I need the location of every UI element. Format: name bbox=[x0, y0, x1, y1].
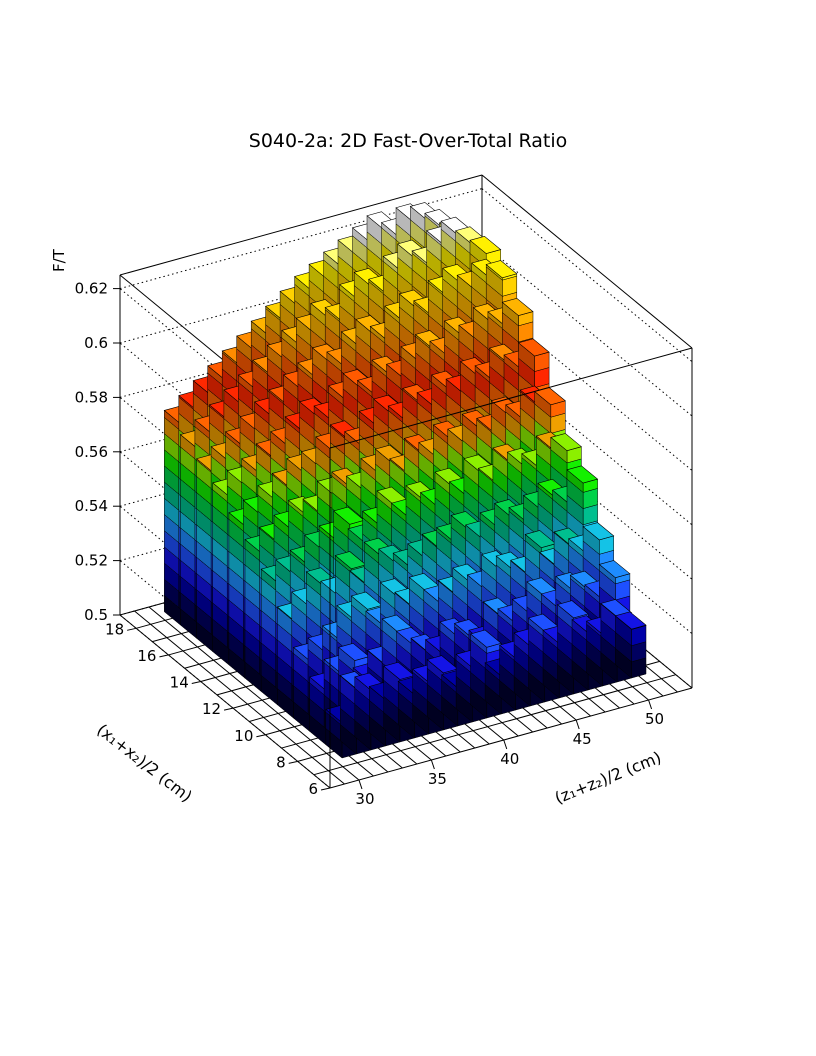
floor-gridline bbox=[329, 687, 693, 789]
floor-gridline bbox=[313, 674, 676, 776]
floor-gridline bbox=[134, 610, 345, 785]
floor-gridline bbox=[119, 614, 331, 789]
frame-edge bbox=[481, 174, 693, 349]
bar-top-face bbox=[501, 297, 534, 316]
z-gridline bbox=[481, 188, 693, 362]
bar-top-face bbox=[485, 260, 518, 279]
frame-edge bbox=[119, 174, 483, 276]
z-gridline bbox=[481, 242, 693, 417]
bars bbox=[163, 202, 647, 759]
floor-gridline bbox=[148, 606, 360, 781]
bar-top-face bbox=[469, 235, 502, 254]
